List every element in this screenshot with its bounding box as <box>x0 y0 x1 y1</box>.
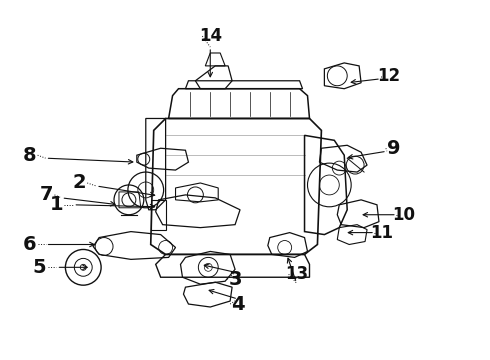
Text: 10: 10 <box>392 206 415 224</box>
Text: 8: 8 <box>23 146 36 165</box>
Text: 11: 11 <box>370 224 393 242</box>
Text: 2: 2 <box>73 174 86 193</box>
Text: 14: 14 <box>199 27 222 45</box>
Text: 4: 4 <box>231 294 245 314</box>
Text: 1: 1 <box>49 195 63 214</box>
Text: 5: 5 <box>33 258 47 277</box>
Text: 9: 9 <box>387 139 401 158</box>
Text: 7: 7 <box>40 185 53 204</box>
Text: 12: 12 <box>377 67 400 85</box>
Text: 6: 6 <box>23 235 36 254</box>
Text: 13: 13 <box>285 265 308 283</box>
Text: 3: 3 <box>228 270 242 289</box>
